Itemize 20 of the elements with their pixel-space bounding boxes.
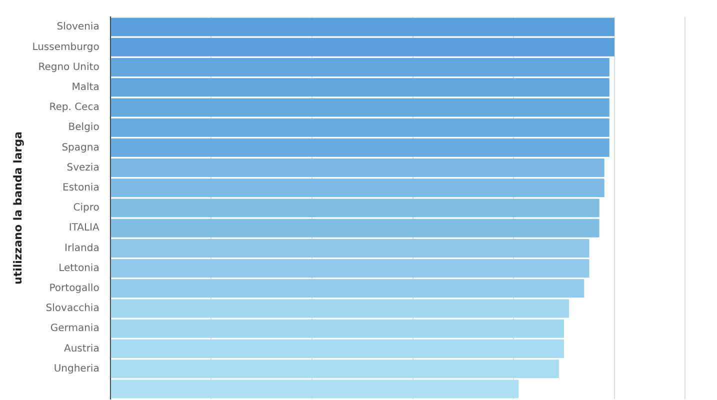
- y-tick-label: Rep. Ceca: [49, 102, 100, 114]
- y-axis-title: utilizzano la banda larga: [11, 131, 24, 285]
- y-tick-label: Austria: [64, 343, 100, 354]
- y-tick-label: Svezia: [66, 162, 100, 174]
- y-tick-label: Irlanda: [64, 242, 100, 254]
- y-tick-label: Belgio: [68, 122, 100, 134]
- y-tick-label: Spagna: [62, 142, 100, 154]
- y-tick-label: ITALIA: [68, 222, 100, 234]
- y-tick-label: Slovenia: [56, 22, 100, 33]
- y-tick-label: Ungheria: [54, 363, 100, 374]
- y-tick-label: Malta: [72, 82, 100, 93]
- y-tick-label: Lettonia: [58, 262, 100, 274]
- y-tick-label: Cipro: [73, 202, 100, 214]
- y-tick-label: Regno Unito: [38, 62, 100, 73]
- y-tick-label: Estonia: [62, 182, 100, 194]
- y-tick-label: Slovacchia: [46, 303, 100, 314]
- y-tick-label: Portogallo: [49, 283, 100, 294]
- bar: [110, 198, 600, 218]
- y-tick-label: Lussemburgo: [32, 42, 100, 53]
- y-tick-label: Germania: [50, 323, 100, 334]
